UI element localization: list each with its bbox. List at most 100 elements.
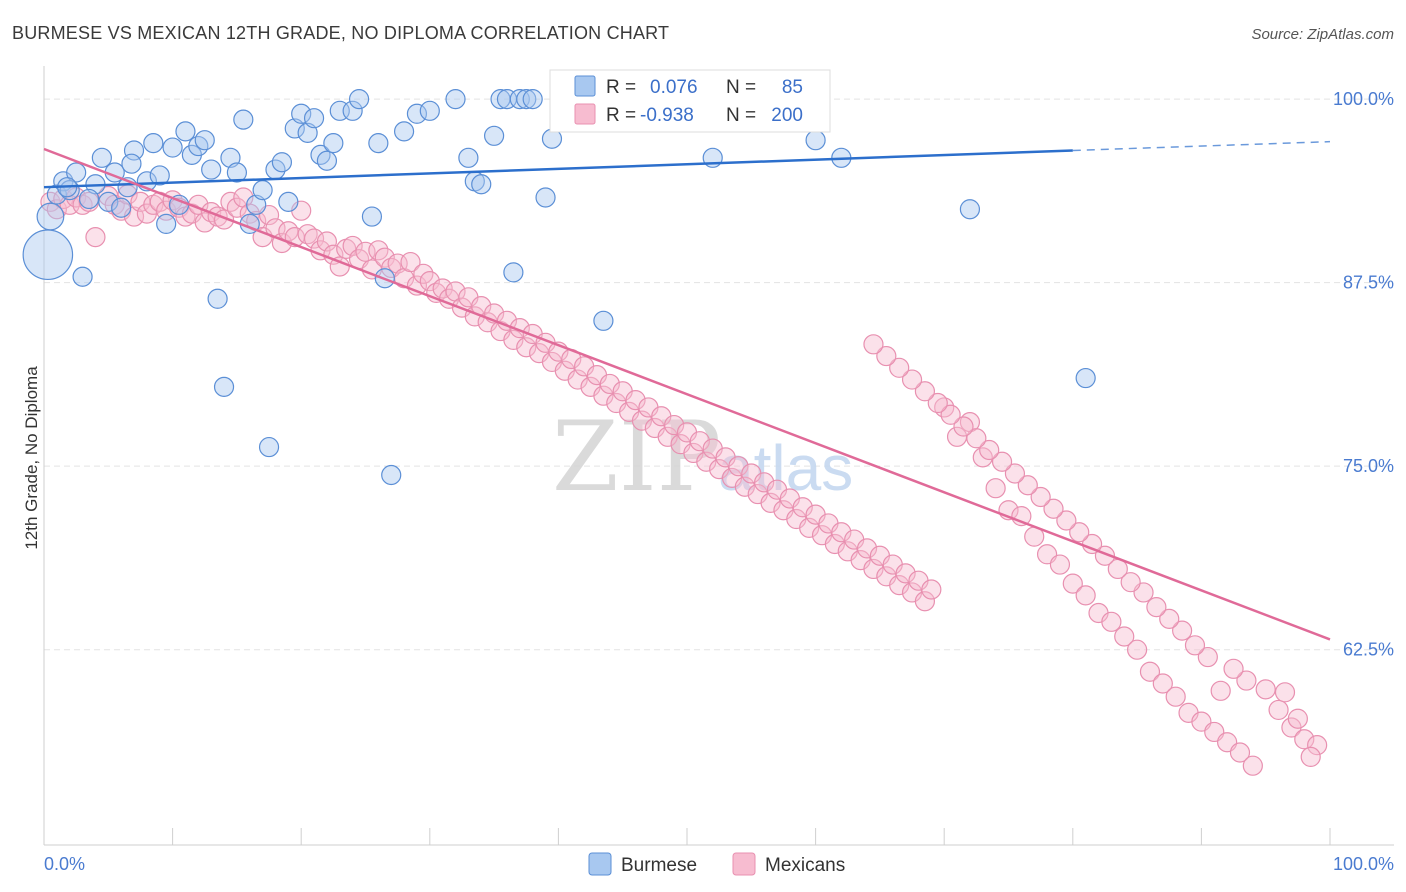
bottom-swatch-burmese (588, 852, 612, 876)
mexicans-point (355, 241, 376, 262)
mexicans-point (1152, 673, 1173, 694)
mexicans-point (567, 369, 588, 390)
mexicans-point (194, 212, 215, 233)
mexicans-point (593, 385, 614, 406)
burmese-point (175, 121, 196, 142)
burmese-point (258, 436, 280, 458)
burmese-point (226, 162, 247, 183)
legend-r-mexicans: -0.938 (640, 105, 694, 126)
mexicans-point (901, 369, 923, 390)
x-tick-min: 0.0% (44, 854, 85, 874)
burmese-point (959, 199, 981, 220)
mexicans-point (400, 251, 421, 273)
mexicans-point (1287, 708, 1308, 729)
bottom-swatch-mexicans (732, 852, 756, 876)
mexicans-point (374, 247, 395, 268)
mexicans-point (863, 334, 884, 355)
mexicans-point (1126, 639, 1148, 660)
burmese-point (419, 100, 440, 121)
mexicans-point (914, 381, 936, 402)
mexicans-point (863, 558, 884, 580)
mexicans-point (1294, 729, 1315, 750)
burmese-point (213, 376, 235, 397)
burmese-point (22, 229, 74, 281)
burmese-point (252, 180, 273, 201)
mexicans-point (342, 235, 363, 257)
burmese-point (111, 197, 132, 218)
burmese-point (593, 310, 614, 331)
mexicans-point (1120, 572, 1141, 593)
mexicans-point (1223, 658, 1244, 679)
mexicans-point (979, 439, 1000, 461)
mexicans-point (1056, 510, 1077, 531)
mexicans-point (226, 197, 247, 218)
chart-source: Source: ZipAtlas.com (1251, 26, 1394, 43)
mexicans-point (1114, 626, 1135, 647)
y-tick-label: 100.0% (1333, 89, 1394, 109)
legend-swatch-burmese (574, 75, 596, 97)
burmese-point (522, 88, 543, 110)
mexicans-point (1210, 680, 1231, 701)
mexicans-point (921, 579, 942, 600)
watermark-zip: ZIP (552, 401, 721, 513)
mexicans-point (927, 392, 948, 414)
burmese-point (194, 130, 215, 151)
x-tick-max: 100.0% (1333, 854, 1394, 874)
mexicans-trend-line (43, 147, 1331, 641)
burmese-point (271, 152, 293, 173)
mexicans-point (85, 227, 106, 248)
mexicans-point (664, 414, 685, 436)
mexicans-point (503, 329, 524, 350)
axes (43, 66, 1394, 846)
mexicans-point (824, 533, 845, 555)
mexicans-point (1307, 735, 1328, 756)
mexicans-point (889, 357, 910, 378)
mexicans-point (914, 591, 936, 612)
burmese-point (291, 103, 312, 124)
mexicans-point (876, 345, 897, 367)
watermark-atlas: atlas (718, 432, 853, 504)
burmese-point (406, 103, 428, 124)
mexicans-point (1043, 498, 1064, 519)
legend-n-burmese: 85 (782, 77, 803, 98)
burmese-point (36, 202, 65, 231)
burmese-point (121, 153, 142, 174)
y-tick-labels: 100.0% 87.5% 75.0% 62.5% (1333, 89, 1394, 660)
legend-r-label-burmese: R = (606, 77, 636, 98)
legend-n-mexicans: 200 (771, 105, 803, 126)
mexicans-point (1146, 597, 1167, 618)
mexicans-point (303, 228, 325, 249)
mexicans-point (831, 522, 852, 543)
y-tick-label: 62.5% (1343, 640, 1394, 660)
mexicans-point (625, 389, 646, 411)
mexicans-point (1049, 554, 1071, 575)
mexicans-point (940, 404, 961, 425)
burmese-point (123, 140, 145, 161)
legend-n-label-burmese: N = (726, 77, 756, 98)
mexicans-point (220, 191, 241, 212)
bottom-legend-burmese: Burmese (621, 855, 697, 876)
mexicans-point (432, 278, 453, 299)
mexicans-point (754, 472, 775, 493)
burmese-point (316, 150, 338, 171)
burmese-point (143, 133, 164, 154)
burmese-point (361, 206, 383, 227)
mexicans-point (985, 478, 1006, 499)
mexicans-point (1274, 682, 1296, 703)
burmese-point (303, 108, 325, 129)
chart-title: BURMESE VS MEXICAN 12TH GRADE, NO DIPLOM… (12, 23, 669, 43)
mexicans-point (419, 271, 440, 292)
mexicans-point (1300, 746, 1321, 768)
mexicans-point (657, 426, 678, 447)
burmese-point (98, 191, 119, 212)
mexicans-point (895, 563, 916, 584)
burmese-point (156, 213, 177, 234)
burmese-point (445, 88, 466, 110)
burmese-point (162, 137, 183, 158)
burmese-trend-line (43, 149, 1073, 189)
burmese-point (66, 162, 87, 183)
mexicans-point (316, 231, 338, 252)
burmese-point (201, 159, 222, 180)
legend-r-burmese: 0.076 (650, 77, 698, 98)
mexicans-point (966, 428, 987, 449)
